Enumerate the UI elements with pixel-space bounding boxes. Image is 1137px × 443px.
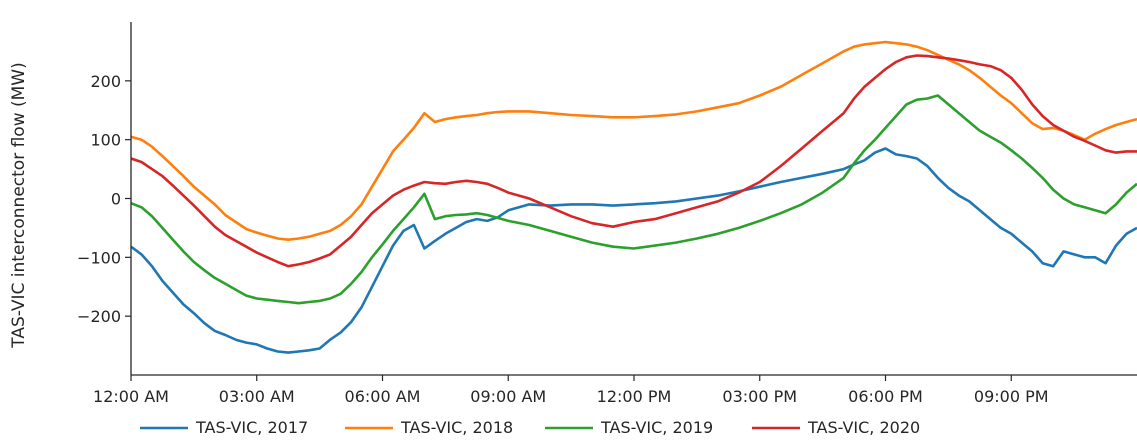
series-line-1 [130, 147, 1137, 354]
series-line-2 [130, 40, 1137, 241]
axes: −200 −100 0 100 200 12:00 AM 03:00 AM 06:00 AM… [77, 22, 1137, 406]
x-axis-ticks: 12:00 AM 03:00 AM 06:00 AM 09:00 AM 12:00 PM… [93, 375, 1049, 406]
x-tick-label: 06:00 PM [848, 387, 923, 406]
y-tick-label: 100 [90, 131, 121, 150]
series-line-4 [130, 54, 1137, 268]
y-axis-title: TAS-VIC interconnector flow (MW) [9, 62, 29, 349]
plot-area [130, 40, 1137, 354]
legend-label-2: TAS-VIC, 2018 [400, 418, 513, 437]
legend: TAS-VIC, 2017 TAS-VIC, 2018 TAS-VIC, 2019 T… [140, 418, 920, 437]
legend-label-3: TAS-VIC, 2019 [600, 418, 713, 437]
x-tick-label: 09:00 PM [974, 387, 1049, 406]
y-tick-label: 200 [90, 72, 121, 91]
x-tick-label: 12:00 PM [597, 387, 672, 406]
legend-label-4: TAS-VIC, 2020 [807, 418, 920, 437]
series-line-3 [130, 94, 1137, 305]
legend-label-1: TAS-VIC, 2017 [195, 418, 308, 437]
y-tick-label: 0 [111, 190, 121, 209]
y-axis-ticks: −200 −100 0 100 200 [77, 72, 131, 326]
y-tick-label: −200 [77, 307, 121, 326]
x-tick-label: 06:00 AM [345, 387, 421, 406]
y-tick-label: −100 [77, 248, 121, 267]
x-tick-label: 09:00 AM [470, 387, 546, 406]
x-tick-label: 12:00 AM [93, 387, 169, 406]
x-tick-label: 03:00 AM [219, 387, 295, 406]
x-tick-label: 03:00 PM [722, 387, 797, 406]
